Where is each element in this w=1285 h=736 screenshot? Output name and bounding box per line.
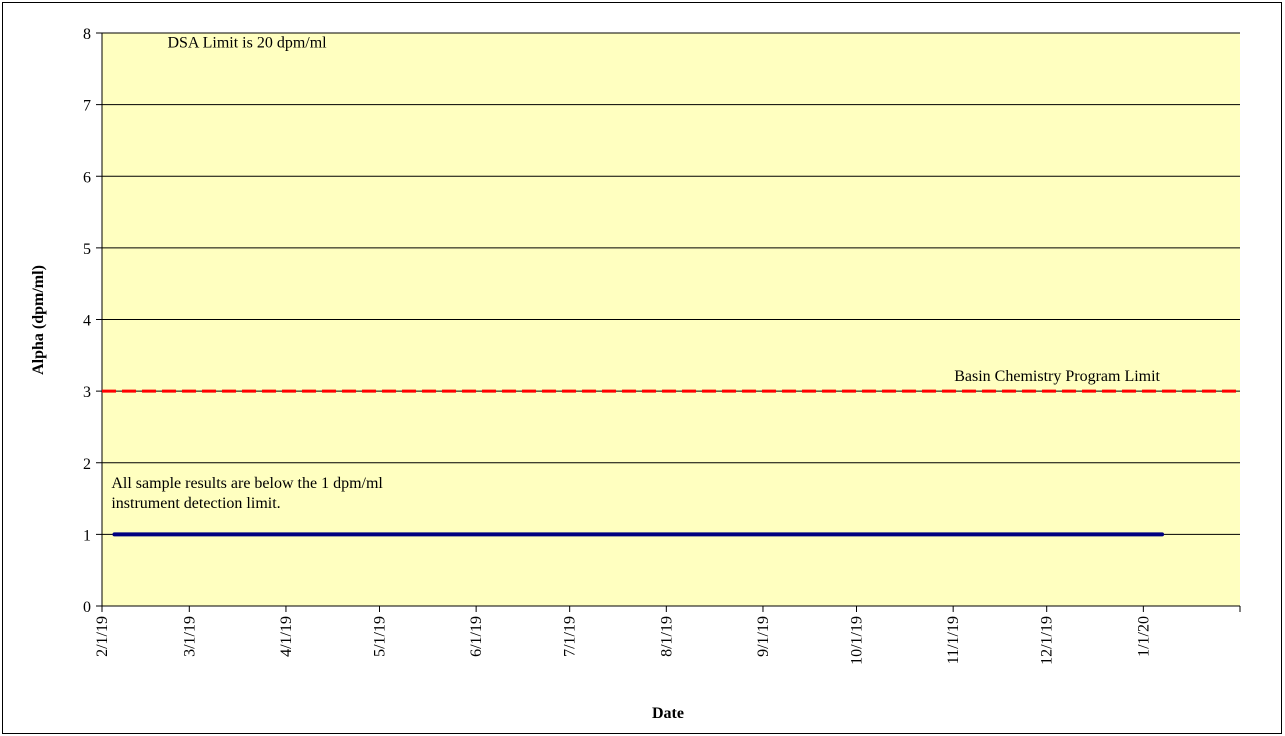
- x-tick-label: 7/1/19: [562, 616, 579, 657]
- annotation: DSA Limit is 20 dpm/ml: [167, 34, 327, 51]
- x-tick-label: 11/1/19: [945, 616, 962, 664]
- x-axis-title: Date: [652, 705, 684, 722]
- x-tick-label: 6/1/19: [468, 616, 485, 657]
- x-tick-label: 4/1/19: [278, 616, 295, 657]
- annotation: instrument detection limit.: [111, 495, 280, 512]
- y-tick-label: 6: [83, 169, 91, 186]
- annotation: All sample results are below the 1 dpm/m…: [111, 475, 383, 492]
- y-axis-title: Alpha (dpm/ml): [30, 265, 47, 375]
- reference-line-label: Basin Chemistry Program Limit: [954, 368, 1160, 385]
- x-tick-label: 3/1/19: [181, 616, 198, 657]
- y-tick-label: 8: [83, 26, 91, 43]
- x-tick-label: 8/1/19: [658, 616, 675, 657]
- y-tick-label: 2: [83, 456, 91, 473]
- x-tick-label: 5/1/19: [371, 616, 388, 657]
- y-tick-label: 7: [83, 98, 91, 115]
- y-tick-label: 3: [83, 384, 91, 401]
- x-tick-label: 12/1/19: [1039, 616, 1056, 665]
- x-tick-label: 2/1/19: [94, 616, 111, 657]
- x-tick-label: 10/1/19: [849, 616, 866, 665]
- x-tick-label: 9/1/19: [755, 616, 772, 657]
- x-tick-label: 1/1/20: [1135, 616, 1152, 657]
- y-tick-label: 1: [83, 527, 91, 544]
- y-tick-label: 5: [83, 241, 91, 258]
- y-tick-label: 4: [83, 313, 91, 330]
- y-tick-label: 0: [83, 599, 91, 616]
